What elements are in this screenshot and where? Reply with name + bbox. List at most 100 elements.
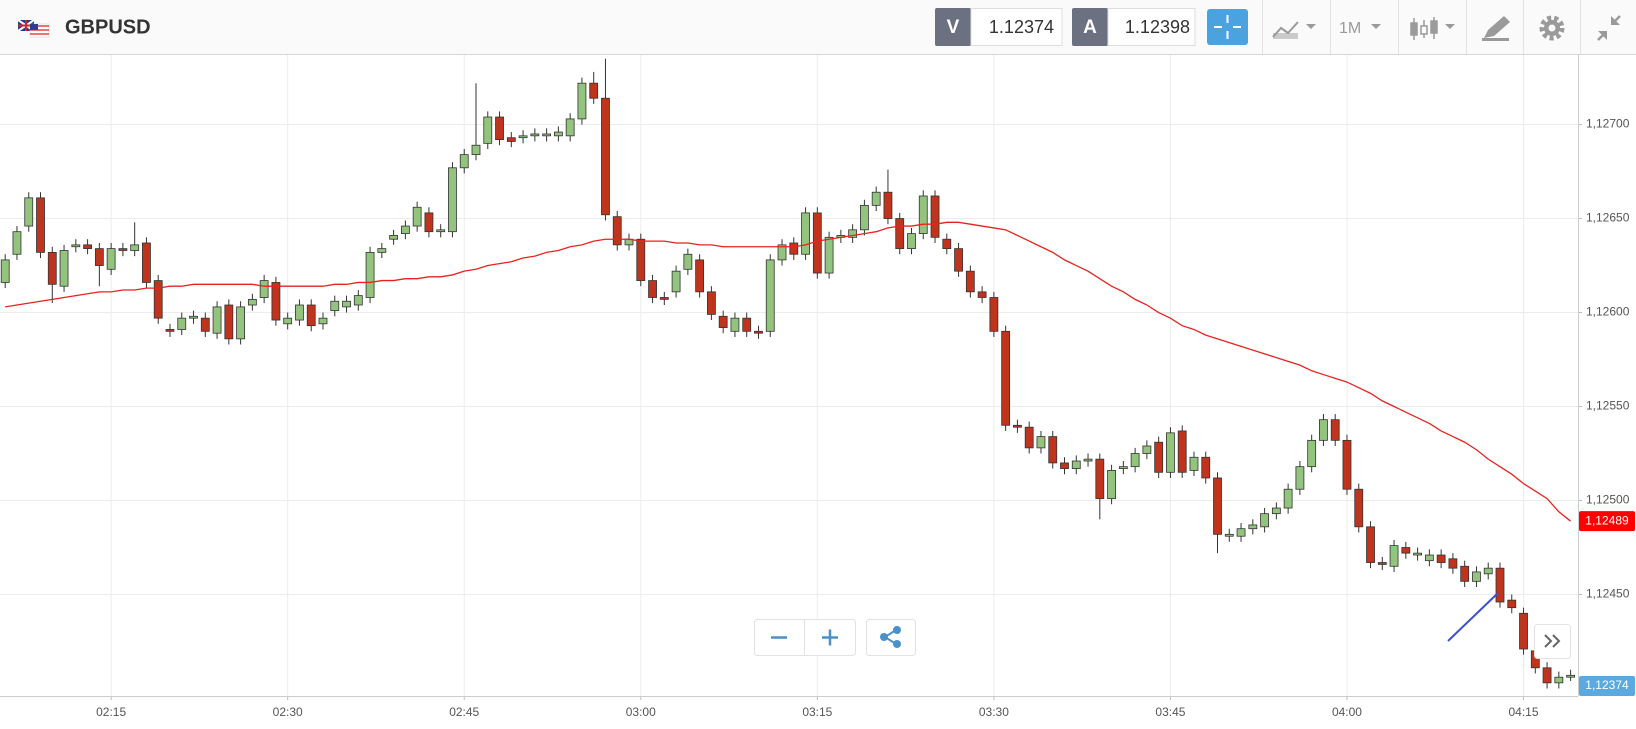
candle-body (330, 300, 340, 312)
candle (977, 286, 987, 304)
candle (1001, 325, 1011, 431)
candle (47, 246, 57, 304)
candle (12, 226, 22, 260)
candle (542, 128, 552, 142)
candle (1401, 541, 1411, 559)
symbol: GBPUSD (65, 16, 151, 38)
bid-label: V (947, 17, 960, 38)
candle-style-button[interactable] (1410, 17, 1455, 40)
candle-body (283, 317, 293, 325)
candle-body (271, 282, 281, 321)
collapse-button[interactable] (1597, 15, 1621, 41)
candle (1224, 528, 1234, 542)
scroll-to-end-button[interactable] (1534, 624, 1571, 659)
candle-body (389, 235, 399, 240)
candle-body (542, 133, 552, 137)
candle-body (306, 304, 316, 327)
candle-body (71, 244, 81, 248)
candle-body (765, 259, 775, 332)
candle (624, 233, 634, 251)
share-button[interactable] (866, 619, 916, 656)
candle-body (1389, 545, 1399, 567)
candle (648, 274, 657, 304)
x-tick-label: 04:15 (1509, 705, 1539, 719)
candle (1083, 453, 1093, 467)
candle (848, 224, 858, 243)
candle (106, 242, 116, 275)
candle (1483, 562, 1493, 580)
candle (765, 254, 775, 337)
candle (742, 312, 752, 337)
candle (789, 237, 799, 260)
candle (707, 286, 716, 321)
candle (177, 312, 187, 336)
ask-label-box (1072, 8, 1108, 46)
bid-box[interactable] (970, 8, 1063, 46)
candle-body (236, 306, 246, 340)
candle (1036, 430, 1046, 454)
candle (24, 192, 34, 232)
candle (83, 239, 92, 255)
x-tick-label: 02:15 (96, 705, 126, 719)
candle-body (648, 280, 657, 298)
candle (1554, 671, 1564, 689)
crosshair-button[interactable] (1207, 9, 1248, 45)
candle (200, 312, 210, 337)
candle-body (483, 116, 493, 144)
candle (918, 190, 928, 240)
candle-body (965, 270, 975, 293)
candle-body (659, 297, 669, 300)
timeframe-button[interactable]: 1M (1339, 20, 1381, 37)
candle (1283, 483, 1293, 514)
y-tick-label: 1,12450 (1586, 587, 1630, 601)
candle-body (907, 233, 916, 250)
settings-button[interactable] (1539, 15, 1565, 41)
x-tick-label: 03:15 (802, 705, 832, 719)
candle (730, 312, 740, 337)
ask-box[interactable] (1107, 8, 1196, 46)
candle (530, 128, 540, 142)
candle (1436, 549, 1446, 569)
candle (424, 207, 434, 238)
candle-body (1189, 456, 1199, 471)
candle-body (106, 248, 116, 270)
zoom-in-button[interactable] (822, 629, 838, 646)
candle (1354, 483, 1364, 533)
candle (377, 242, 387, 259)
candle (1389, 539, 1399, 572)
candle (577, 77, 587, 125)
candle-body (530, 133, 540, 137)
toolbar (0, 0, 1636, 54)
y-tick-label: 1,12550 (1586, 399, 1630, 413)
chart-type-button[interactable] (1272, 21, 1316, 39)
candle-body (1118, 466, 1128, 469)
price-tag-label: 1,12489 (1585, 513, 1629, 527)
candle-body (506, 137, 516, 142)
price-tag (1579, 511, 1635, 532)
candle-body (1060, 462, 1069, 469)
draw-tool-button[interactable] (1482, 16, 1510, 41)
candle-body (448, 167, 457, 233)
candle (36, 192, 45, 259)
candle (330, 295, 340, 317)
candle-body (1236, 528, 1246, 537)
candle-body (1507, 599, 1517, 609)
candle-body (1295, 466, 1305, 490)
candle-body (424, 212, 434, 233)
candle (860, 199, 869, 236)
candle (153, 274, 163, 324)
candle (1319, 414, 1328, 446)
y-tick-label: 1,12500 (1586, 493, 1630, 507)
candle-body (0, 259, 10, 283)
candle-body (1071, 460, 1081, 469)
candle-body (1024, 426, 1034, 449)
candle-body (1224, 533, 1234, 537)
candle-body (436, 229, 446, 233)
plot-area: 1,12450 1,12500 1,12550 1,12600 1,12650 1,127… (0, 55, 1635, 719)
candle-body (1377, 562, 1387, 565)
candle-body (1483, 567, 1493, 575)
candle (389, 229, 399, 245)
candle (283, 312, 293, 330)
